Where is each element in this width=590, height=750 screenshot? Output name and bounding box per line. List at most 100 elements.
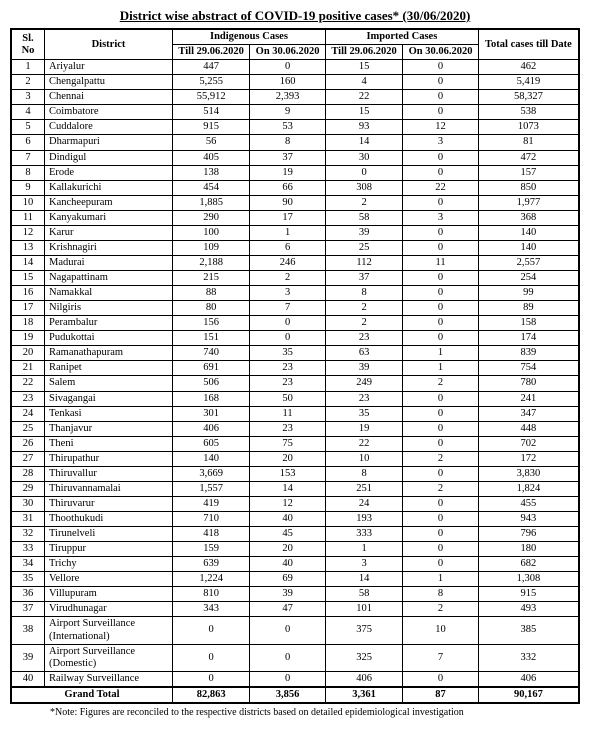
cell-imp-on: 0	[403, 466, 479, 481]
cell-district: Ramanathapuram	[45, 346, 173, 361]
cell-total: 796	[478, 527, 579, 542]
cell-sl: 15	[11, 271, 45, 286]
cell-sl: 4	[11, 105, 45, 120]
table-row: 13Krishnagiri1096250140	[11, 240, 579, 255]
cell-sl: 18	[11, 316, 45, 331]
cell-imp-on: 0	[403, 671, 479, 687]
table-row: 3Chennai55,9122,39322058,327	[11, 90, 579, 105]
cell-ind-on: 12	[250, 496, 326, 511]
cell-ind-till: 447	[173, 60, 250, 75]
cell-ind-till: 88	[173, 286, 250, 301]
cell-district: Dindigul	[45, 150, 173, 165]
cell-imp-till: 25	[325, 240, 402, 255]
page-title: District wise abstract of COVID-19 posit…	[10, 8, 580, 24]
cell-total: 455	[478, 496, 579, 511]
cell-sl: 28	[11, 466, 45, 481]
cell-imp-till: 39	[325, 225, 402, 240]
cell-sl: 33	[11, 542, 45, 557]
cell-imp-till: 30	[325, 150, 402, 165]
cell-ind-on: 0	[250, 671, 326, 687]
cell-ind-till: 159	[173, 542, 250, 557]
cell-district: Nagapattinam	[45, 271, 173, 286]
cell-ind-on: 37	[250, 150, 326, 165]
cell-total: 81	[478, 135, 579, 150]
cell-ind-on: 2,393	[250, 90, 326, 105]
cell-imp-till: 19	[325, 421, 402, 436]
cell-imp-on: 3	[403, 135, 479, 150]
table-row: 15Nagapattinam2152370254	[11, 271, 579, 286]
cell-district: Thanjavur	[45, 421, 173, 436]
cell-district: Pudukottai	[45, 331, 173, 346]
cell-district: Thiruvarur	[45, 496, 173, 511]
cell-ind-on: 246	[250, 255, 326, 270]
grand-imp-on: 87	[403, 687, 479, 703]
cell-imp-on: 0	[403, 195, 479, 210]
cell-imp-on: 0	[403, 75, 479, 90]
cell-district: Krishnagiri	[45, 240, 173, 255]
col-total: Total cases till Date	[478, 29, 579, 60]
cell-imp-till: 0	[325, 165, 402, 180]
col-sl: Sl. No	[11, 29, 45, 60]
cell-ind-till: 915	[173, 120, 250, 135]
cell-ind-till: 138	[173, 165, 250, 180]
cell-ind-till: 156	[173, 316, 250, 331]
cell-district: Tiruppur	[45, 542, 173, 557]
cell-ind-till: 100	[173, 225, 250, 240]
cell-total: 347	[478, 406, 579, 421]
cell-sl: 25	[11, 421, 45, 436]
col-district: District	[45, 29, 173, 60]
cell-total: 850	[478, 180, 579, 195]
covid-table: Sl. No District Indigenous Cases Importe…	[10, 28, 580, 704]
table-header: Sl. No District Indigenous Cases Importe…	[11, 29, 579, 60]
cell-imp-on: 0	[403, 60, 479, 75]
table-row: 16Namakkal8838099	[11, 286, 579, 301]
cell-imp-till: 23	[325, 331, 402, 346]
cell-district: Perambalur	[45, 316, 173, 331]
cell-total: 754	[478, 361, 579, 376]
cell-district: Erode	[45, 165, 173, 180]
cell-ind-on: 53	[250, 120, 326, 135]
cell-imp-on: 2	[403, 602, 479, 617]
cell-imp-on: 1	[403, 361, 479, 376]
cell-imp-on: 0	[403, 165, 479, 180]
cell-ind-till: 5,255	[173, 75, 250, 90]
cell-ind-till: 405	[173, 150, 250, 165]
table-row: 10Kancheepuram1,88590201,977	[11, 195, 579, 210]
cell-imp-till: 58	[325, 210, 402, 225]
cell-total: 180	[478, 542, 579, 557]
cell-ind-till: 740	[173, 346, 250, 361]
cell-district: Thoothukudi	[45, 512, 173, 527]
cell-imp-till: 93	[325, 120, 402, 135]
cell-ind-till: 419	[173, 496, 250, 511]
cell-imp-till: 8	[325, 286, 402, 301]
cell-ind-till: 810	[173, 587, 250, 602]
cell-district: Ranipet	[45, 361, 173, 376]
cell-sl: 11	[11, 210, 45, 225]
cell-sl: 1	[11, 60, 45, 75]
cell-imp-till: 251	[325, 481, 402, 496]
cell-sl: 39	[11, 644, 45, 671]
cell-imp-till: 14	[325, 572, 402, 587]
cell-district: Dharmapuri	[45, 135, 173, 150]
cell-district: Airport Surveillance (Domestic)	[45, 644, 173, 671]
cell-imp-on: 0	[403, 421, 479, 436]
table-row: 19Pudukottai1510230174	[11, 331, 579, 346]
cell-ind-on: 17	[250, 210, 326, 225]
cell-sl: 30	[11, 496, 45, 511]
cell-total: 943	[478, 512, 579, 527]
table-row: 7Dindigul40537300472	[11, 150, 579, 165]
table-row: 29Thiruvannamalai1,5571425121,824	[11, 481, 579, 496]
cell-ind-on: 75	[250, 436, 326, 451]
table-row: 12Karur1001390140	[11, 225, 579, 240]
cell-ind-till: 639	[173, 557, 250, 572]
cell-ind-till: 290	[173, 210, 250, 225]
cell-ind-till: 514	[173, 105, 250, 120]
cell-district: Trichy	[45, 557, 173, 572]
cell-imp-on: 0	[403, 557, 479, 572]
cell-sl: 10	[11, 195, 45, 210]
cell-ind-on: 66	[250, 180, 326, 195]
cell-sl: 16	[11, 286, 45, 301]
cell-ind-on: 160	[250, 75, 326, 90]
footnote: *Note: Figures are reconciled to the res…	[10, 707, 580, 718]
cell-ind-till: 1,557	[173, 481, 250, 496]
